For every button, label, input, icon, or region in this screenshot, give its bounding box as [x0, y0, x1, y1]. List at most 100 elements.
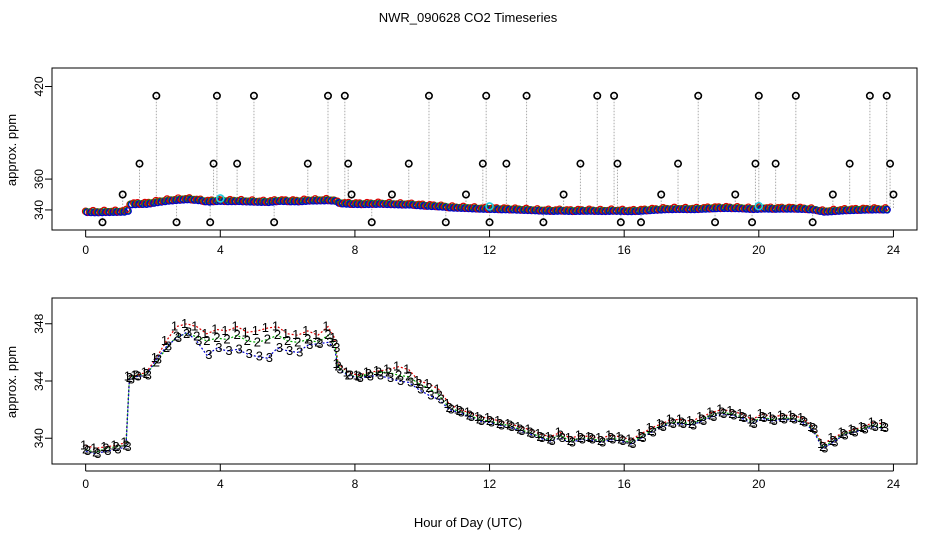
top-flagged-point	[347, 190, 356, 199]
bottom-marker-2: 2	[647, 423, 654, 438]
bottom-marker-1: 1	[282, 326, 289, 341]
top-series-point	[207, 196, 216, 204]
bottom-marker-3: 3	[114, 442, 121, 457]
top-flagged-point	[771, 159, 780, 168]
bottom-x-tick-label: 20	[752, 477, 766, 491]
bottom-marker-1: 1	[343, 364, 350, 379]
bottom-marker-2: 2	[314, 334, 321, 349]
bottom-marker-1: 1	[131, 367, 138, 382]
bottom-marker-1: 1	[837, 425, 844, 440]
top-flagged-point	[98, 218, 107, 227]
top-series-point	[429, 201, 438, 210]
bottom-marker-1: 1	[575, 427, 582, 442]
top-flagged-point	[791, 91, 800, 100]
bottom-marker-2: 2	[284, 333, 291, 348]
bottom-marker-3: 3	[629, 436, 636, 451]
bottom-marker-2: 2	[385, 364, 392, 379]
top-series-point	[789, 203, 797, 212]
bottom-marker-1: 1	[161, 333, 168, 348]
bottom-marker-1: 1	[201, 326, 208, 341]
bottom-marker-3: 3	[761, 410, 768, 425]
top-series-point	[863, 204, 871, 213]
bottom-marker-1: 1	[312, 327, 319, 342]
bottom-marker-1: 1	[110, 437, 117, 452]
bottom-marker-3: 3	[124, 439, 131, 454]
bottom-marker-1: 1	[716, 402, 723, 417]
top-flagged-point	[387, 190, 396, 199]
bottom-marker-3: 3	[135, 369, 142, 384]
bottom-marker-2: 2	[334, 359, 341, 374]
bottom-marker-1: 1	[302, 323, 309, 338]
bottom-marker-1: 1	[827, 430, 834, 445]
bottom-marker-2: 2	[668, 415, 675, 430]
top-flagged-point	[748, 218, 757, 227]
bottom-marker-1: 1	[353, 367, 360, 382]
top-series-point	[711, 203, 719, 211]
bottom-marker-3: 3	[417, 382, 424, 397]
top-x-tick-label: 8	[352, 243, 359, 257]
bottom-marker-2: 2	[779, 410, 786, 425]
top-flagged-point	[731, 190, 740, 199]
top-series-point	[281, 196, 290, 204]
top-series-point	[566, 206, 575, 214]
bottom-marker-1: 1	[332, 356, 339, 371]
bottom-y-axis-label: approx. ppm	[4, 346, 19, 418]
top-flagged-point	[751, 159, 760, 168]
bottom-marker-1: 1	[494, 413, 501, 428]
bottom-marker-1: 1	[504, 416, 511, 431]
bottom-marker-2: 2	[809, 420, 816, 435]
bottom-marker-1: 1	[686, 413, 693, 428]
top-flagged-point	[576, 159, 585, 168]
bottom-marker-1: 1	[807, 419, 814, 434]
bottom-marker-1: 1	[706, 404, 713, 419]
bottom-marker-3: 3	[377, 367, 384, 382]
bottom-marker-3: 3	[205, 347, 212, 362]
bottom-marker-3: 3	[730, 407, 737, 422]
bottom-marker-2: 2	[698, 412, 705, 427]
bottom-marker-1: 1	[329, 330, 336, 345]
bottom-marker-3: 3	[296, 344, 303, 359]
bottom-marker-1: 1	[393, 359, 400, 374]
bottom-marker-3: 3	[508, 419, 515, 434]
x-axis-label: Hour of Day (UTC)	[414, 515, 522, 530]
bottom-marker-2: 2	[819, 439, 826, 454]
bottom-marker-2: 2	[678, 415, 685, 430]
bottom-x-tick-label: 4	[217, 477, 224, 491]
top-y-tick-label: 420	[32, 76, 46, 96]
bottom-marker-1: 1	[151, 350, 158, 365]
top-flagged-point	[808, 218, 817, 227]
top-series-point	[883, 205, 891, 214]
bottom-marker-3: 3	[579, 432, 586, 447]
bottom-marker-3: 3	[84, 443, 91, 458]
top-axes: 0 4 8 12 16 20 24 340 360 420	[32, 76, 900, 257]
bottom-marker-3: 3	[862, 422, 869, 437]
bottom-marker-2: 2	[708, 407, 715, 422]
bottom-marker-1: 1	[100, 439, 107, 454]
bottom-marker-2: 2	[516, 422, 523, 437]
top-flagged-point	[522, 91, 531, 100]
top-series-point	[204, 196, 212, 205]
bottom-marker-1: 1	[787, 407, 794, 422]
bottom-marker-1: 1	[585, 429, 592, 444]
bottom-marker-3: 3	[609, 432, 616, 447]
bottom-marker-3: 3	[235, 342, 242, 357]
bottom-marker-3: 3	[94, 446, 101, 461]
bottom-marker-1: 1	[373, 363, 380, 378]
bottom-marker-3: 3	[498, 417, 505, 432]
bottom-marker-1: 1	[777, 407, 784, 422]
bottom-marker-2: 2	[567, 433, 574, 448]
bottom-marker-1: 1	[565, 430, 572, 445]
top-flagged-point	[882, 91, 891, 100]
bottom-marker-1: 1	[817, 436, 824, 451]
top-series-point	[714, 203, 723, 211]
top-flagged-point	[593, 91, 602, 100]
bottom-marker-2: 2	[738, 409, 745, 424]
bottom-marker-1: 1	[231, 319, 238, 334]
top-flagged-point	[209, 159, 218, 168]
bottom-marker-3: 3	[246, 346, 253, 361]
top-series-point	[352, 199, 360, 207]
bottom-y-tick-label: 340	[32, 428, 46, 448]
bottom-marker-3: 3	[569, 435, 576, 450]
top-flagged-point	[340, 91, 349, 100]
